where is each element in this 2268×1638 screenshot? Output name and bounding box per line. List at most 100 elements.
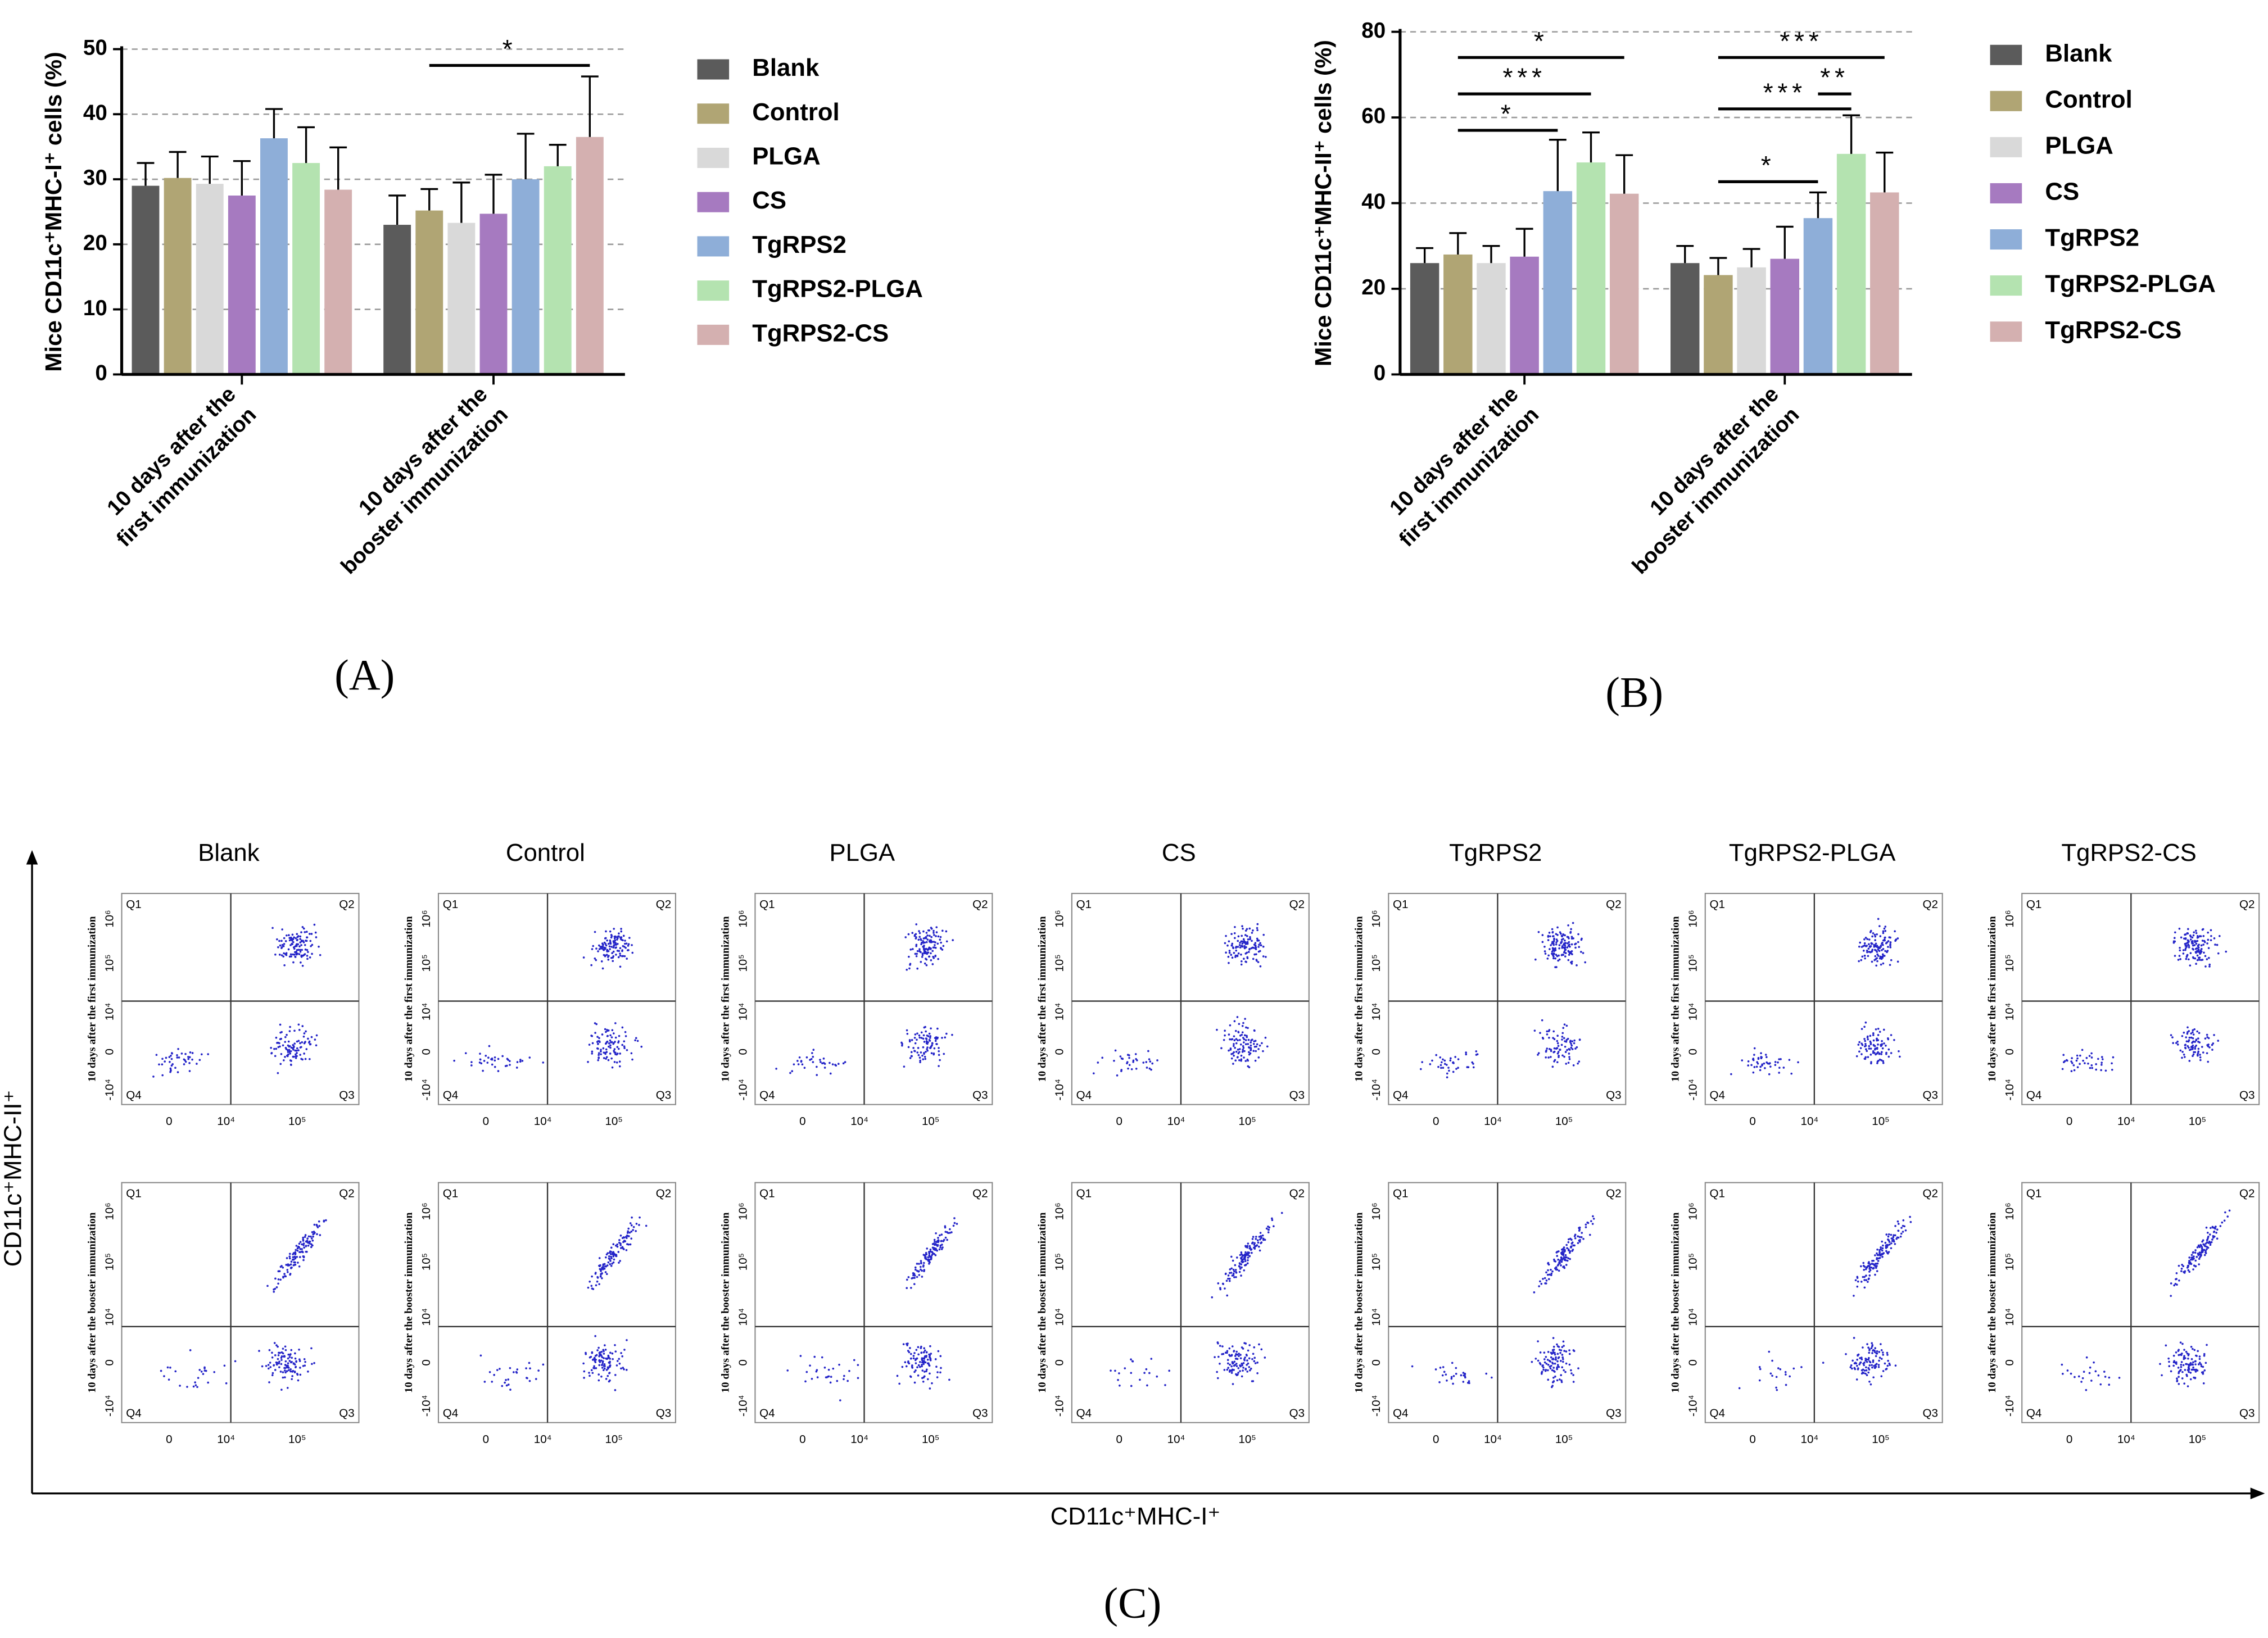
event-dot <box>1868 943 1870 946</box>
event-dot <box>1778 1058 1780 1060</box>
event-dot <box>924 1361 927 1364</box>
event-dot <box>1543 1351 1546 1354</box>
event-dot <box>1143 1372 1146 1374</box>
event-dot <box>593 1356 596 1359</box>
event-dot <box>2200 1245 2202 1247</box>
event-dot <box>318 945 320 948</box>
event-dot <box>188 1056 191 1059</box>
event-dot <box>842 1062 845 1065</box>
event-dot <box>2206 1248 2208 1250</box>
event-dot <box>1564 955 1567 958</box>
event-dot <box>1822 1362 1825 1364</box>
event-dot <box>588 1374 591 1377</box>
event-dot <box>1890 1237 1893 1240</box>
event-dot <box>2192 1055 2194 1058</box>
event-dot <box>1443 1371 1446 1373</box>
event-dot <box>2192 1258 2194 1261</box>
event-dot <box>1554 1059 1556 1061</box>
event-dot <box>2176 1043 2179 1046</box>
event-dot <box>1234 954 1237 957</box>
event-dot <box>1880 1051 1883 1054</box>
event-dot <box>1779 1368 1782 1371</box>
event-dot <box>1246 941 1249 943</box>
event-dot <box>1882 962 1885 965</box>
event-dot <box>944 1236 947 1239</box>
event-dot <box>2194 929 2197 932</box>
event-dot <box>1441 1061 1443 1064</box>
event-dot <box>940 947 942 949</box>
event-dot <box>277 1278 280 1281</box>
event-dot <box>1249 938 1252 940</box>
event-dot <box>933 1047 936 1050</box>
event-dot <box>170 1069 172 1072</box>
event-dot <box>935 1232 937 1235</box>
event-dot <box>2200 959 2202 961</box>
event-dot <box>1576 1046 1578 1049</box>
event-dot <box>1419 1068 1422 1070</box>
event-dot <box>928 1251 930 1253</box>
event-dot <box>2190 1358 2193 1360</box>
event-dot <box>1867 1358 1869 1361</box>
x-tick-label: 10⁵ <box>1872 1433 1889 1446</box>
event-dot <box>1894 1242 1896 1245</box>
event-dot <box>605 1265 608 1268</box>
event-dot <box>2206 958 2208 960</box>
event-dot <box>169 1367 171 1369</box>
event-dot <box>1570 1245 1573 1247</box>
event-dot <box>1890 1247 1893 1250</box>
event-dot <box>1873 1048 1876 1051</box>
event-dot <box>1556 1379 1559 1382</box>
event-dot <box>610 1036 613 1038</box>
event-dot <box>302 1365 305 1367</box>
event-dot <box>293 1363 296 1365</box>
event-dot <box>1233 1039 1236 1042</box>
y-tick-label: 0 <box>2003 1359 2016 1365</box>
event-dot <box>2194 1363 2197 1365</box>
event-dot <box>1229 1038 1231 1041</box>
quadrant-label: Q2 <box>1289 1187 1305 1200</box>
x-tick-label: 10 days after thefirst immunization <box>1374 382 1544 552</box>
event-dot <box>613 1032 615 1034</box>
event-dot <box>928 1032 931 1035</box>
event-dot <box>310 1347 313 1350</box>
quadrant-label: Q3 <box>2239 1407 2255 1420</box>
event-dot <box>805 1371 808 1373</box>
event-dot <box>2216 1237 2219 1240</box>
event-dot <box>290 1260 293 1263</box>
event-dot <box>2215 1232 2217 1234</box>
event-dot <box>1885 1045 1887 1047</box>
event-dot <box>602 1265 604 1268</box>
event-dot <box>1231 956 1234 959</box>
event-dot <box>279 944 282 947</box>
event-dot <box>1465 1053 1468 1056</box>
event-dot <box>1552 957 1555 960</box>
event-dot <box>1252 1050 1255 1052</box>
event-dot <box>1168 1369 1170 1372</box>
event-dot <box>904 1361 907 1363</box>
event-dot <box>1877 918 1880 920</box>
event-dot <box>293 936 295 939</box>
event-dot <box>1759 1368 1762 1371</box>
event-dot <box>1247 1251 1250 1254</box>
event-dot <box>618 950 621 952</box>
event-dot <box>1878 1031 1881 1033</box>
event-dot <box>2188 946 2190 949</box>
event-dot <box>1887 1037 1889 1040</box>
event-dot <box>1563 951 1566 953</box>
event-dot <box>918 1274 921 1276</box>
event-dot <box>2080 1381 2083 1383</box>
event-dot <box>940 1367 942 1369</box>
event-dot <box>1753 1047 1756 1050</box>
event-dot <box>1564 1051 1567 1053</box>
event-dot <box>1565 1350 1568 1353</box>
y-tick-label: 0 <box>1053 1359 1066 1365</box>
quadrant-label: Q4 <box>1076 1407 1092 1420</box>
event-dot <box>1237 1056 1239 1058</box>
event-dot <box>1876 1248 1878 1251</box>
event-dot <box>844 1061 846 1063</box>
event-dot <box>1550 1274 1552 1277</box>
event-dot <box>939 1355 942 1358</box>
event-dot <box>1229 1024 1232 1027</box>
event-dot <box>1870 1347 1873 1350</box>
event-dot <box>588 1372 590 1374</box>
